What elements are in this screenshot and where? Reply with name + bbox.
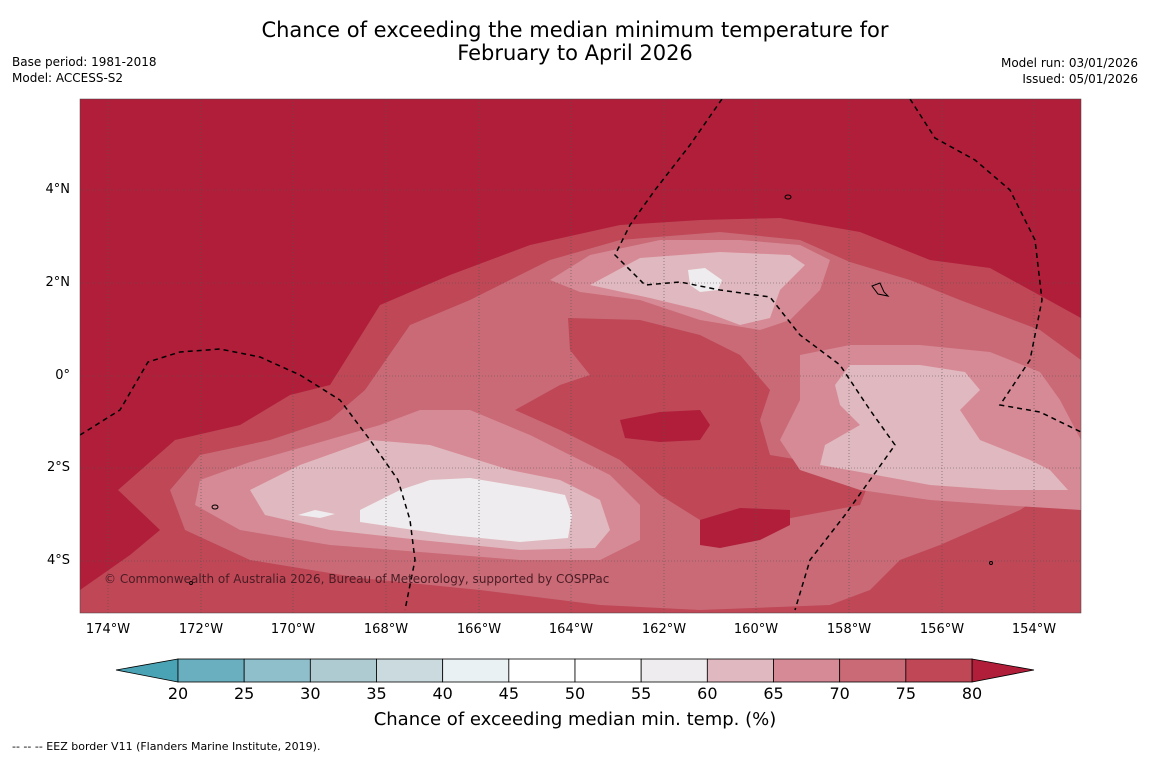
colorbar-segment [177,658,245,683]
colorbar-segment [905,658,973,683]
colorbar-segment [442,658,510,683]
zone-55-60-small [298,510,335,518]
zone-55-60 [360,478,572,542]
meta-right: Model run: 03/01/2026 Issued: 05/01/2026 [1001,55,1138,87]
zone-60-65-east [820,365,1068,490]
x-tick-label: 160°W [733,622,779,637]
gridlines [80,99,1081,613]
colorbar-segment [773,658,841,683]
eez-footnote: -- -- -- EEZ border V11 (Flanders Marine… [12,740,321,753]
colorbar-tick-label: 45 [498,684,519,703]
colorbar-tick-label: 80 [961,684,983,703]
issued-date: Issued: 05/01/2026 [1022,72,1138,86]
colorbar [115,658,1035,683]
x-tick-label: 156°W [919,622,965,637]
colorbar-tick-label: 65 [763,684,784,703]
colorbar-tick-label: 35 [366,684,387,703]
islands [189,194,993,585]
colorbar-segment [574,658,642,683]
x-tick-label: 168°W [363,622,409,637]
colorbar-tick-label: 30 [300,684,321,703]
y-tick-label: 0° [55,368,70,383]
x-tick-label: 162°W [641,622,687,637]
colorbar-tick-label: 50 [564,684,586,703]
probability-field [80,99,1081,613]
y-tick-label: 2°N [45,275,71,290]
x-tick-label: 154°W [1011,622,1057,637]
colorbar-tick-label: 60 [697,684,718,703]
colorbar-tick-label: 75 [895,684,916,703]
zone-55-60-north [688,268,722,292]
eez-borders [80,99,1081,611]
colorbar-segment [508,658,576,683]
y-tick-label: 2°S [46,460,70,475]
colorbar-tick-label: 70 [829,684,850,703]
copyright-notice: © Commonwealth of Australia 2026, Bureau… [104,572,610,586]
colorbar-segment [640,658,708,683]
colorbar-over-arrow [971,658,1035,683]
map-title: Chance of exceeding the median minimum t… [0,19,1150,65]
colorbar-segment [706,658,774,683]
colorbar-segment [309,658,377,683]
x-tick-label: 172°W [178,622,224,637]
y-tick-label: 4°S [46,553,70,568]
colorbar-segment [376,658,444,683]
meta-left: Base period: 1981-2018 Model: ACCESS-S2 [12,54,157,86]
zone-over-80-island [620,410,710,442]
colorbar-tick-label: 55 [630,684,652,703]
model-name: Model: ACCESS-S2 [12,71,124,85]
colorbar-under-arrow [115,658,179,683]
y-tick-label: 4°N [45,182,71,197]
title-line-2: February to April 2026 [457,41,693,65]
colorbar-tick-label: 40 [432,684,453,703]
model-run: Model run: 03/01/2026 [1000,56,1138,70]
base-period: Base period: 1981-2018 [12,55,157,69]
colorbar-segment [243,658,311,683]
title-line-1: Chance of exceeding the median minimum t… [261,18,889,42]
x-tick-label: 170°W [270,622,316,637]
zone-over-80-island-south [700,508,790,548]
colorbar-segment [839,658,907,683]
colorbar-tick-label: 20 [167,684,189,703]
map-frame [79,98,1082,614]
x-tick-label: 166°W [456,622,502,637]
x-tick-label: 158°W [826,622,872,637]
x-tick-label: 164°W [548,622,594,637]
x-tick-label: 174°W [85,622,131,637]
colorbar-title: Chance of exceeding median min. temp. (%… [373,709,777,730]
colorbar-tick-label: 25 [233,684,255,703]
